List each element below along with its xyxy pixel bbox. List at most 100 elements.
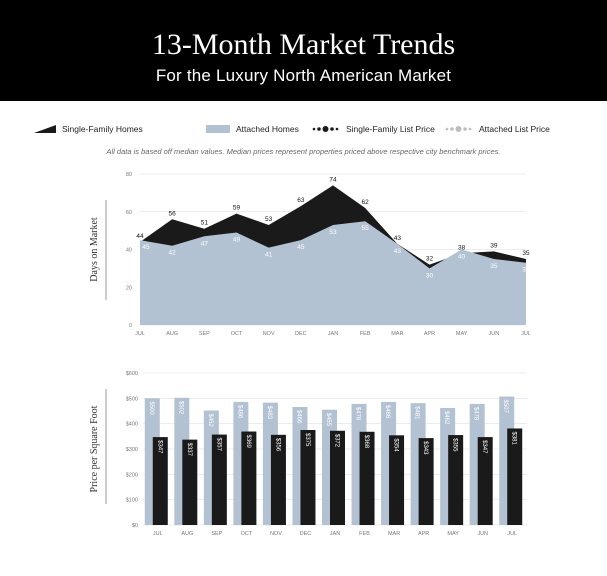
attached-data-label: $483 [266,406,272,420]
attached-data-label: $478 [473,407,479,421]
single-family-data-label: 53 [265,216,273,223]
x-tick-label: OCT [231,331,243,337]
x-tick-label: AUG [181,531,193,537]
attached-data-label: 43 [394,248,402,255]
x-tick-label: JUN [488,331,499,337]
single-family-data-label: $355 [452,438,458,452]
single-family-data-label: $357 [215,438,221,452]
x-tick-label: JAN [330,531,340,537]
single-family-data-label: $369 [245,435,251,449]
attached-data-label: $486 [236,405,242,419]
attached-data-label: 49 [233,237,241,244]
single-family-data-label: 39 [490,242,498,249]
attached-data-label: 41 [265,252,273,259]
x-tick-label: JUL [135,331,145,337]
legend-label: Attached Homes [236,124,299,134]
black-dots-icon [312,126,339,132]
attached-data-label: $500 [148,401,154,415]
single-family-bar [152,437,168,525]
single-family-data-label: $343 [422,441,428,455]
y-tick-label: $600 [126,371,138,377]
single-family-data-label: 43 [394,235,402,242]
single-family-data-label: 35 [522,250,530,257]
single-family-bar [418,438,434,525]
price-per-sqft-chart: $0 $100 $200 $300 $400 $500 $600 $500 $347 JUL $50… [89,371,527,537]
legend-item-attached: Attached Homes [206,118,299,140]
x-tick-label: SEP [199,331,210,337]
page-subtitle: For the Luxury North American Market [155,66,452,85]
attached-data-label: $455 [325,413,331,427]
x-tick-label: AUG [166,331,178,337]
single-family-data-label: $347 [156,440,162,454]
y-tick-label: $200 [126,472,138,478]
grey-dots-icon [445,126,472,132]
legend-label: Single-Family Homes [62,124,143,134]
y-tick-label: 80 [126,172,132,178]
single-family-bar [389,435,405,525]
attached-data-label: $452 [207,413,213,427]
x-tick-label: JAN [328,331,338,337]
single-family-bar [270,434,286,525]
x-tick-label: OCT [241,531,253,537]
y-axis-title: Days on Market [89,217,100,282]
y-tick-label: $500 [126,396,138,402]
single-family-bar [448,435,464,525]
x-tick-label: JUN [477,531,488,537]
attached-data-label: $478 [355,407,361,421]
single-family-data-label: $375 [304,433,310,447]
single-family-data-label: $372 [334,434,340,448]
single-family-data-label: $381 [511,431,517,445]
single-family-data-label: 44 [136,233,144,240]
attached-data-label: 45 [142,244,150,251]
x-tick-label: JUL [153,531,163,537]
single-family-data-label: 59 [233,205,241,212]
y-tick-label: 60 [126,210,132,216]
legend-item-sf-list-price: Single-Family List Price [312,118,435,140]
y-tick-label: 40 [126,248,132,254]
attached-data-label: 55 [362,225,370,232]
legend-label: Attached List Price [479,124,550,134]
x-tick-label: DEC [300,531,312,537]
single-family-data-label: 51 [201,220,209,227]
x-tick-label: FEB [359,531,370,537]
legend-label: Single-Family List Price [346,124,435,134]
blue-rect-icon [206,125,230,133]
y-tick-label: 0 [129,323,132,329]
y-tick-label: $300 [126,447,138,453]
single-family-bar [300,430,316,525]
single-family-data-label: 74 [329,176,337,183]
single-family-data-label: $354 [393,438,399,452]
x-tick-label: MAR [391,331,403,337]
single-family-data-label: $337 [186,443,192,457]
x-tick-label: MAY [447,531,459,537]
single-family-data-label: $356 [274,438,280,452]
attached-area [140,221,526,325]
x-tick-label: NOV [270,531,282,537]
x-tick-label: APR [418,531,429,537]
attached-data-label: 53 [329,229,337,236]
legend-item-single-family: Single-Family Homes [34,118,143,140]
single-family-data-label: 32 [426,256,434,263]
attached-data-label: $507 [502,400,508,414]
attached-data-label: $502 [177,401,183,415]
single-family-data-label: 56 [169,210,177,217]
single-family-bar [211,434,227,525]
single-family-bar [241,431,257,525]
x-tick-label: APR [424,331,435,337]
single-family-bar [182,439,198,525]
y-tick-label: $0 [132,523,138,529]
black-wedge-icon [34,125,56,133]
x-tick-label: NOV [263,331,275,337]
x-tick-label: JUL [521,331,531,337]
single-family-data-label: 38 [458,244,466,251]
days-on-market-chart: 0 20 40 60 80 44 56 51 59 53 63 74 62 43 32 38 39 35 45 42 4… [89,172,531,337]
single-family-data-label: 62 [362,199,370,206]
attached-data-label: $466 [295,410,301,424]
page-title: 13-Month Market Trends [151,28,456,61]
y-axis-title: Price per Square Foot [89,405,100,492]
x-tick-label: JUL [507,531,517,537]
header-banner: 13-Month Market Trends For the Luxury No… [0,0,607,101]
single-family-bar [359,431,375,525]
single-family-data-label: 63 [297,197,305,204]
single-family-bar [507,428,523,525]
